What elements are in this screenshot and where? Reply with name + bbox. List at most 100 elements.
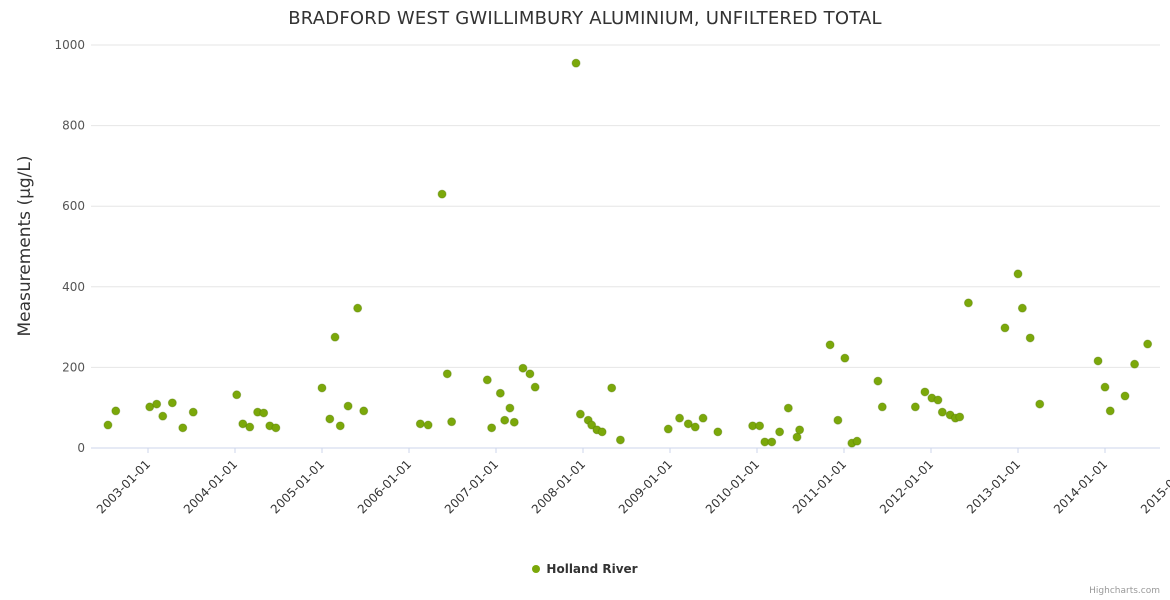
data-point[interactable] xyxy=(525,369,535,379)
data-point[interactable] xyxy=(530,382,540,392)
data-point[interactable] xyxy=(571,58,581,68)
legend-item-holland-river[interactable]: Holland River xyxy=(532,562,638,576)
data-point[interactable] xyxy=(415,419,425,429)
data-point[interactable] xyxy=(359,406,369,416)
chart-title: BRADFORD WEST GWILLIMBURY ALUMINIUM, UNF… xyxy=(288,8,882,29)
data-point[interactable] xyxy=(607,383,617,393)
data-point[interactable] xyxy=(873,376,883,386)
data-point[interactable] xyxy=(877,402,887,412)
data-point[interactable] xyxy=(755,421,765,431)
data-point[interactable] xyxy=(495,388,505,398)
data-point[interactable] xyxy=(783,403,793,413)
y-axis-tick-label: 1000 xyxy=(54,38,85,52)
data-point[interactable] xyxy=(188,407,198,417)
data-point[interactable] xyxy=(482,375,492,385)
data-point[interactable] xyxy=(442,369,452,379)
data-point[interactable] xyxy=(910,402,920,412)
x-axis-tick-label: 2003-01-01 xyxy=(94,457,153,516)
data-point[interactable] xyxy=(1013,269,1023,279)
data-point[interactable] xyxy=(1143,339,1153,349)
data-point[interactable] xyxy=(232,390,242,400)
data-point[interactable] xyxy=(775,427,785,437)
legend-marker-icon xyxy=(532,565,541,573)
x-axis-tick-label: 2005-01-01 xyxy=(268,457,327,516)
x-axis-tick-label: 2007-01-01 xyxy=(442,457,501,516)
data-point[interactable] xyxy=(158,411,168,421)
data-point[interactable] xyxy=(795,425,805,435)
data-point[interactable] xyxy=(1093,356,1103,366)
data-point[interactable] xyxy=(152,399,162,409)
data-point[interactable] xyxy=(675,413,685,423)
data-point[interactable] xyxy=(245,422,255,432)
data-point[interactable] xyxy=(487,423,497,433)
x-axis-tick-label: 2015-01-01 xyxy=(1138,457,1170,516)
data-point[interactable] xyxy=(1105,406,1115,416)
data-point[interactable] xyxy=(920,387,930,397)
data-point[interactable] xyxy=(587,420,597,430)
data-point[interactable] xyxy=(353,303,363,313)
data-point[interactable] xyxy=(1120,391,1130,401)
data-point[interactable] xyxy=(500,415,510,425)
data-point[interactable] xyxy=(178,423,188,433)
data-point[interactable] xyxy=(423,420,433,430)
data-point[interactable] xyxy=(238,419,248,429)
data-point[interactable] xyxy=(103,420,113,430)
data-point[interactable] xyxy=(683,419,693,429)
data-point[interactable] xyxy=(330,332,340,342)
data-point[interactable] xyxy=(840,353,850,363)
x-axis-tick-label: 2011-01-01 xyxy=(790,457,849,516)
data-point[interactable] xyxy=(1130,359,1140,369)
data-point[interactable] xyxy=(792,432,802,442)
data-point[interactable] xyxy=(1025,333,1035,343)
data-point[interactable] xyxy=(518,363,528,373)
data-point[interactable] xyxy=(1100,382,1110,392)
data-point[interactable] xyxy=(698,413,708,423)
data-point[interactable] xyxy=(663,424,673,434)
data-point[interactable] xyxy=(145,402,155,412)
data-point[interactable] xyxy=(690,422,700,432)
x-axis-tick-label: 2006-01-01 xyxy=(355,457,414,516)
data-point[interactable] xyxy=(167,398,177,408)
data-point[interactable] xyxy=(335,421,345,431)
data-point[interactable] xyxy=(259,408,269,418)
data-point[interactable] xyxy=(447,417,457,427)
data-point[interactable] xyxy=(1017,303,1027,313)
x-axis-tick-label: 2009-01-01 xyxy=(616,457,675,516)
x-axis-tick-label: 2014-01-01 xyxy=(1051,457,1110,516)
data-point[interactable] xyxy=(767,437,777,447)
data-point[interactable] xyxy=(597,427,607,437)
data-point[interactable] xyxy=(615,435,625,445)
y-axis-tick-label: 200 xyxy=(62,360,85,374)
data-point[interactable] xyxy=(343,401,353,411)
data-point[interactable] xyxy=(955,412,965,422)
data-point[interactable] xyxy=(509,417,519,427)
y-axis-tick-label: 0 xyxy=(77,441,85,455)
data-point[interactable] xyxy=(111,406,121,416)
y-axis-tick-label: 400 xyxy=(62,280,85,294)
data-point[interactable] xyxy=(713,427,723,437)
x-axis-tick-label: 2012-01-01 xyxy=(877,457,936,516)
data-point[interactable] xyxy=(825,340,835,350)
data-point[interactable] xyxy=(575,409,585,419)
data-point[interactable] xyxy=(317,383,327,393)
data-point[interactable] xyxy=(325,414,335,424)
data-point[interactable] xyxy=(933,395,943,405)
x-axis-tick-label: 2004-01-01 xyxy=(181,457,240,516)
data-point[interactable] xyxy=(271,423,281,433)
data-point[interactable] xyxy=(505,403,515,413)
data-point[interactable] xyxy=(1035,399,1045,409)
y-axis-tick-label: 800 xyxy=(62,119,85,133)
legend: Holland River xyxy=(0,562,1170,576)
data-point[interactable] xyxy=(1000,323,1010,333)
data-point[interactable] xyxy=(437,189,447,199)
data-point[interactable] xyxy=(852,436,862,446)
data-point[interactable] xyxy=(833,415,843,425)
data-point[interactable] xyxy=(937,407,947,417)
x-axis-tick-label: 2013-01-01 xyxy=(964,457,1023,516)
data-point[interactable] xyxy=(963,298,973,308)
highcharts-credits-link[interactable]: Highcharts.com xyxy=(1089,586,1160,596)
x-axis-tick-label: 2008-01-01 xyxy=(529,457,588,516)
legend-label: Holland River xyxy=(546,562,638,576)
